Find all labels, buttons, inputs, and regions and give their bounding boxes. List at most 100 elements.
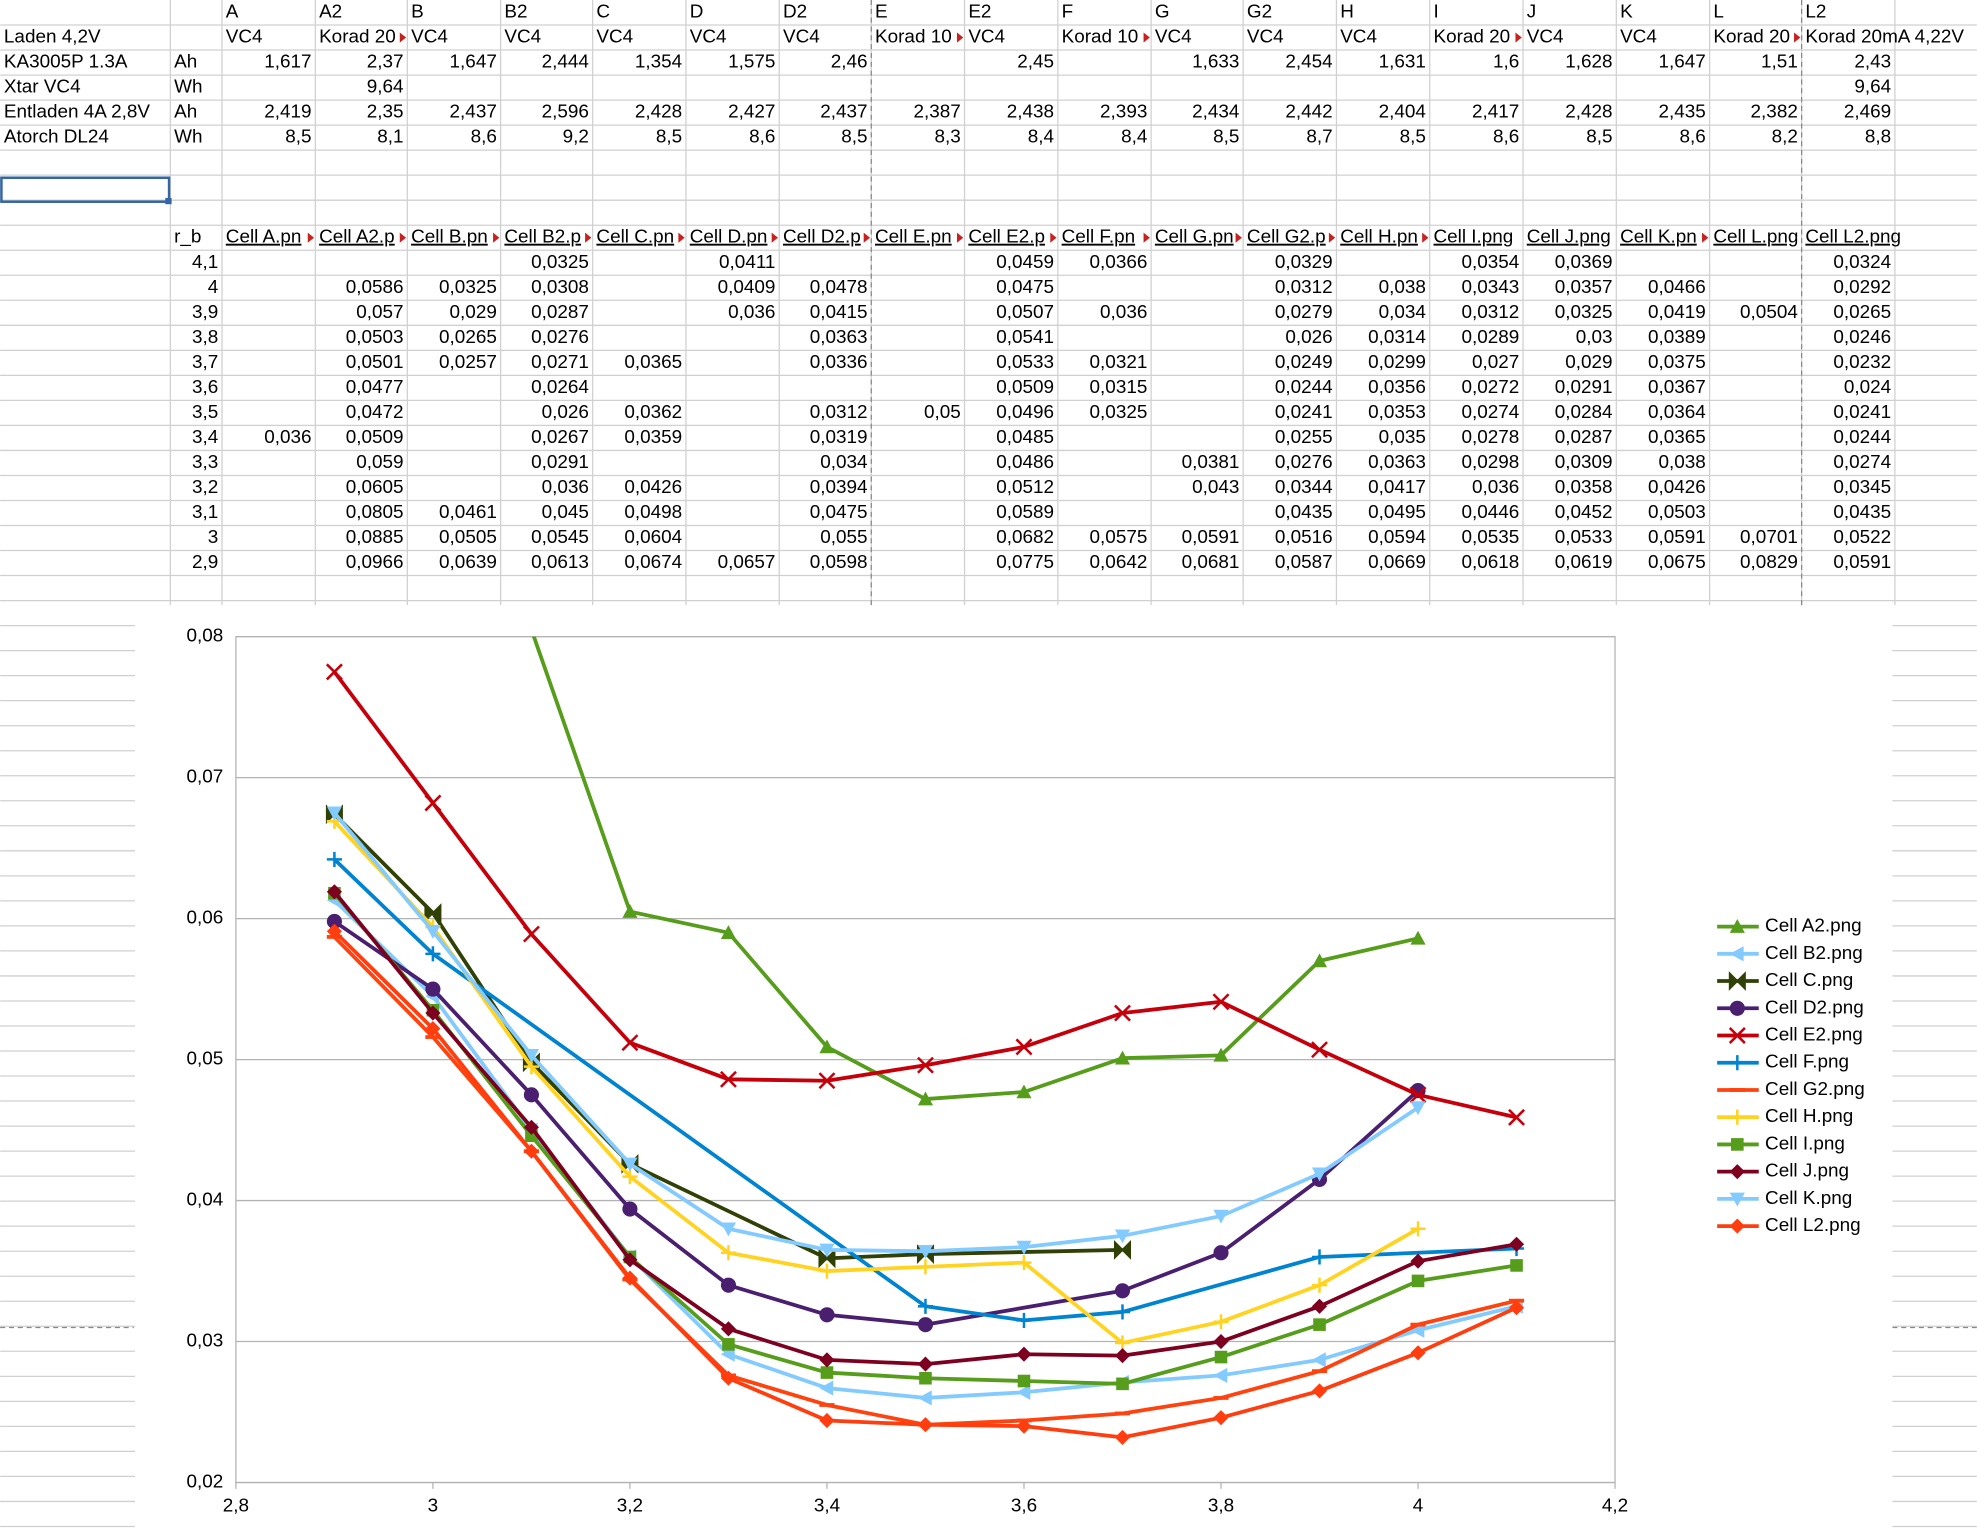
- cell-text: 0,0336: [810, 352, 868, 373]
- cell-text: 0,0241: [1275, 402, 1333, 423]
- marker: [720, 1370, 737, 1386]
- cell-text: 0,0478: [810, 277, 868, 298]
- cell-text: 3,5: [192, 402, 218, 423]
- overflow-indicator: [1702, 232, 1709, 243]
- overflow-indicator: [399, 232, 407, 243]
- cell-text: 0,0541: [996, 327, 1054, 348]
- marker: [1508, 1236, 1525, 1252]
- marker: [819, 1263, 835, 1279]
- marker: [523, 1049, 539, 1063]
- cell-text: 8,6: [471, 127, 497, 148]
- cell-text: 0,036: [728, 302, 775, 323]
- cell-text: 3: [208, 527, 219, 548]
- marker: [1728, 1027, 1746, 1044]
- marker: [1729, 1192, 1745, 1207]
- cell-text: 0,0354: [1461, 252, 1519, 273]
- cell-text: 0,059: [356, 452, 403, 473]
- overflow-indicator: [1515, 32, 1522, 43]
- fill-handle[interactable]: [165, 197, 172, 205]
- marker: [522, 925, 540, 943]
- cell-text: 0,0276: [1275, 452, 1333, 473]
- cell-text: 0,0446: [1461, 502, 1519, 523]
- cell-text: 0,0701: [1740, 527, 1798, 548]
- marker: [1213, 1314, 1229, 1330]
- hyperlink: Cell H.pn: [1340, 227, 1418, 248]
- cell-text: Ah: [174, 52, 197, 73]
- cell-text: 0,0276: [531, 327, 589, 348]
- marker: [1114, 1283, 1131, 1299]
- cell-text: 0,0829: [1740, 552, 1798, 573]
- cell-text: 2,35: [367, 102, 404, 123]
- y-tick-label: 0,03: [187, 1331, 224, 1352]
- marker: [1114, 1050, 1131, 1065]
- marker: [720, 1277, 737, 1293]
- overflow-indicator: [956, 32, 964, 43]
- cell-text: 0,0512: [996, 477, 1054, 498]
- marker: [425, 981, 441, 997]
- cell-text: 0,0675: [1648, 552, 1706, 573]
- cell-text: 0,0325: [439, 277, 497, 298]
- cell-text: 0,0319: [810, 427, 868, 448]
- marker: [722, 1338, 735, 1351]
- cell-text: VC4: [411, 27, 448, 48]
- marker: [1311, 1277, 1328, 1293]
- hyperlink: Cell C.pn: [596, 227, 674, 248]
- cell-text: 8,6: [749, 127, 775, 148]
- hyperlink: Cell B2.p: [504, 227, 581, 248]
- cell-text: 8,5: [841, 127, 867, 148]
- marker: [1410, 1253, 1426, 1269]
- selected-cell[interactable]: [0, 176, 171, 203]
- cell-text: 0,0682: [996, 527, 1054, 548]
- marker: [1729, 1164, 1745, 1180]
- marker: [1015, 1038, 1033, 1056]
- marker: [819, 1307, 835, 1323]
- marker: [1410, 1345, 1426, 1361]
- cell-text: 0,0264: [531, 377, 589, 398]
- marker: [1213, 1245, 1229, 1261]
- marker: [917, 1356, 934, 1372]
- hyperlink: Cell B.pn: [411, 227, 488, 248]
- column-label: G2: [1247, 2, 1272, 23]
- cell-text: 0,0472: [346, 402, 404, 423]
- cell-text: VC4: [504, 27, 541, 48]
- cell-text: Korad 10: [1062, 27, 1139, 48]
- cell-text: 0,0394: [810, 477, 868, 498]
- marker: [720, 1321, 737, 1337]
- marker: [1016, 1312, 1032, 1328]
- cell-text: 3,2: [192, 477, 218, 498]
- cell-text: 0,0415: [810, 302, 868, 323]
- cell-text: 2,596: [542, 102, 589, 123]
- hyperlink: Cell E.pn: [875, 227, 952, 248]
- marker: [622, 1201, 638, 1217]
- cell-text: 3,9: [192, 302, 218, 323]
- legend: Cell A2.png Cell B2.png Cell C.png Cell D2.…: [1717, 916, 1865, 1236]
- cell-text: 0,0605: [346, 477, 404, 498]
- x-tick-label: 3,4: [814, 1495, 840, 1516]
- y-tick-label: 0,06: [187, 908, 224, 929]
- cell-text: 2,427: [728, 102, 775, 123]
- cell-text: 2,393: [1100, 102, 1147, 123]
- cell-text: 2,442: [1285, 102, 1332, 123]
- cell-text: 0,036: [264, 427, 311, 448]
- marker: [326, 923, 342, 939]
- marker: [1311, 1298, 1328, 1314]
- y-tick-label: 0,05: [187, 1049, 224, 1070]
- marker: [1508, 1300, 1525, 1316]
- axes: 0,02 0,03 0,04 0,05 0,06 0,07 0,08 2,8 3 3,2 3,4 3,…: [187, 626, 1629, 1517]
- y-tick-label: 0,08: [187, 626, 224, 647]
- marker: [1214, 1350, 1228, 1364]
- marker: [326, 913, 342, 929]
- cell-text: 8,5: [1213, 127, 1239, 148]
- cell-text: 0,0426: [624, 477, 682, 498]
- cell-text: Atorch DL24: [4, 127, 109, 148]
- hyperlink: Cell E2.p: [968, 227, 1045, 248]
- cell-text: 0,0545: [531, 527, 589, 548]
- cell-text: 0,0284: [1555, 402, 1613, 423]
- x-tick-label: 2,8: [223, 1495, 249, 1516]
- marker: [1114, 1304, 1131, 1320]
- chart[interactable]: 0,02 0,03 0,04 0,05 0,06 0,07 0,08 2,8 3 3,2 3,4 3,…: [135, 395, 1893, 1538]
- cell-text: 0,0591: [1648, 527, 1706, 548]
- cell-text: 0,0618: [1461, 552, 1519, 573]
- cell-text: 0,0591: [1833, 552, 1891, 573]
- cell-text: 2,382: [1751, 102, 1798, 123]
